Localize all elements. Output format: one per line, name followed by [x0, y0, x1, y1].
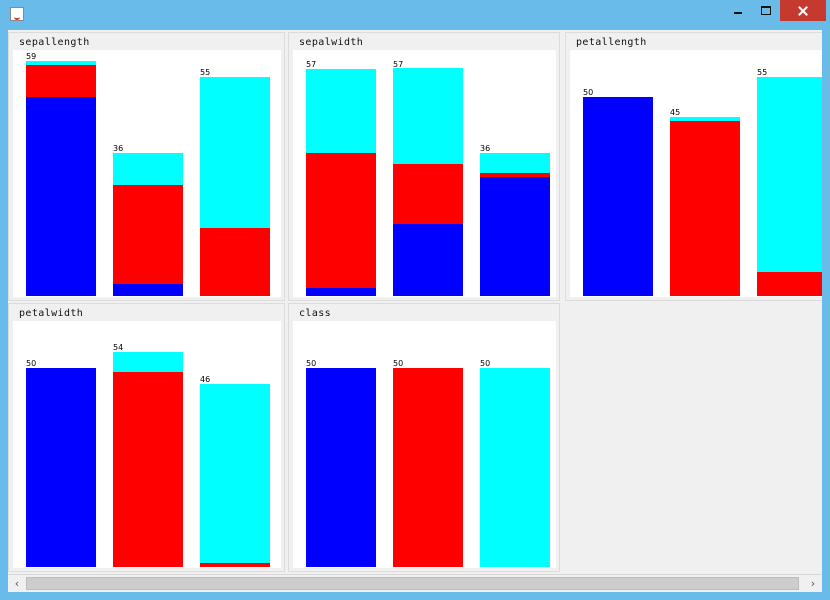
bar-segment [26, 65, 96, 97]
panel-title: class [298, 307, 333, 320]
bar-segment [200, 77, 270, 228]
histogram-bar[interactable] [26, 368, 96, 567]
bar-segment [26, 97, 96, 296]
bar-segment [113, 372, 183, 567]
bar-segment [306, 69, 376, 153]
bar-count-label: 54 [113, 343, 124, 352]
bar-count-label: 50 [26, 359, 37, 368]
bar-count-label: 50 [480, 359, 491, 368]
bar-segment [26, 368, 96, 567]
bar-segment [200, 228, 270, 296]
histogram-bar[interactable] [200, 384, 270, 567]
bar-segment [113, 352, 183, 372]
histogram-bar[interactable] [113, 352, 183, 567]
bar-segment [200, 384, 270, 563]
panel-title: petallength [575, 36, 648, 49]
histogram-panel-sepallength: sepallength 59 36 55 [8, 32, 285, 301]
histogram-bar[interactable] [583, 97, 653, 296]
scroll-thumb[interactable] [26, 577, 799, 590]
bar-segment [306, 288, 376, 296]
histogram-bar[interactable] [670, 117, 740, 296]
histogram-bar[interactable] [480, 153, 550, 296]
histogram-bar[interactable] [306, 69, 376, 296]
histogram-panel-petallength: petallength 50 45 55 [565, 32, 822, 301]
close-button[interactable] [780, 0, 826, 21]
title-bar [0, 0, 830, 28]
bar-count-label: 36 [480, 144, 491, 153]
bar-count-label: 55 [200, 68, 211, 77]
java-app-icon [10, 7, 24, 21]
maximize-button[interactable] [752, 0, 780, 21]
bar-count-label: 50 [583, 88, 594, 97]
histogram-panel-sepalwidth: sepalwidth 57 57 36 [288, 32, 560, 301]
histogram-panel-petalwidth: petalwidth 50 54 46 [8, 303, 285, 572]
bar-segment [480, 368, 550, 567]
histogram-bar[interactable] [480, 368, 550, 567]
bar-segment [393, 368, 463, 567]
histogram-bar[interactable] [200, 77, 270, 296]
histogram-bar[interactable] [393, 368, 463, 567]
attribute-visualization-area: sepallength 59 36 55 sepalwidth 57 57 36 petalle… [8, 30, 822, 592]
histogram-bar[interactable] [757, 77, 822, 296]
histogram-bar[interactable] [306, 368, 376, 567]
bar-count-label: 36 [113, 144, 124, 153]
bar-segment [480, 177, 550, 296]
bar-segment [757, 272, 822, 296]
bar-segment [480, 153, 550, 173]
panel-title: petalwidth [18, 307, 85, 320]
histogram-plot: 59 36 55 [13, 50, 281, 297]
bar-segment [670, 121, 740, 296]
bar-segment [393, 224, 463, 296]
bar-segment [113, 153, 183, 185]
bar-count-label: 50 [306, 359, 317, 368]
histogram-panel-class: class 50 50 50 [288, 303, 560, 572]
histogram-bar[interactable] [26, 61, 96, 296]
histogram-bar[interactable] [393, 68, 463, 296]
bar-segment [393, 68, 463, 164]
bar-segment [200, 563, 270, 567]
bar-count-label: 55 [757, 68, 768, 77]
bar-count-label: 57 [306, 60, 317, 69]
bar-count-label: 50 [393, 359, 404, 368]
panel-title: sepalwidth [298, 36, 365, 49]
histogram-plot: 50 50 50 [293, 321, 556, 568]
bar-segment [26, 61, 96, 65]
panel-title: sepallength [18, 36, 91, 49]
bar-count-label: 46 [200, 375, 211, 384]
scroll-right-icon[interactable]: › [810, 577, 816, 590]
scroll-left-icon[interactable]: ‹ [14, 577, 20, 590]
histogram-plot: 50 54 46 [13, 321, 281, 568]
bar-segment [306, 368, 376, 567]
histogram-plot: 50 45 55 [570, 50, 822, 297]
horizontal-scrollbar[interactable]: ‹ › [8, 574, 822, 592]
bar-count-label: 45 [670, 108, 681, 117]
bar-count-label: 59 [26, 52, 37, 61]
bar-count-label: 57 [393, 60, 404, 69]
bar-segment [113, 185, 183, 284]
bar-segment [670, 117, 740, 121]
bar-segment [393, 164, 463, 224]
bar-segment [757, 77, 822, 272]
histogram-plot: 57 57 36 [293, 50, 556, 297]
bar-segment [113, 284, 183, 296]
minimize-button[interactable] [722, 0, 752, 21]
bar-segment [583, 97, 653, 296]
bar-segment [480, 173, 550, 177]
bar-segment [306, 153, 376, 288]
histogram-bar[interactable] [113, 153, 183, 296]
